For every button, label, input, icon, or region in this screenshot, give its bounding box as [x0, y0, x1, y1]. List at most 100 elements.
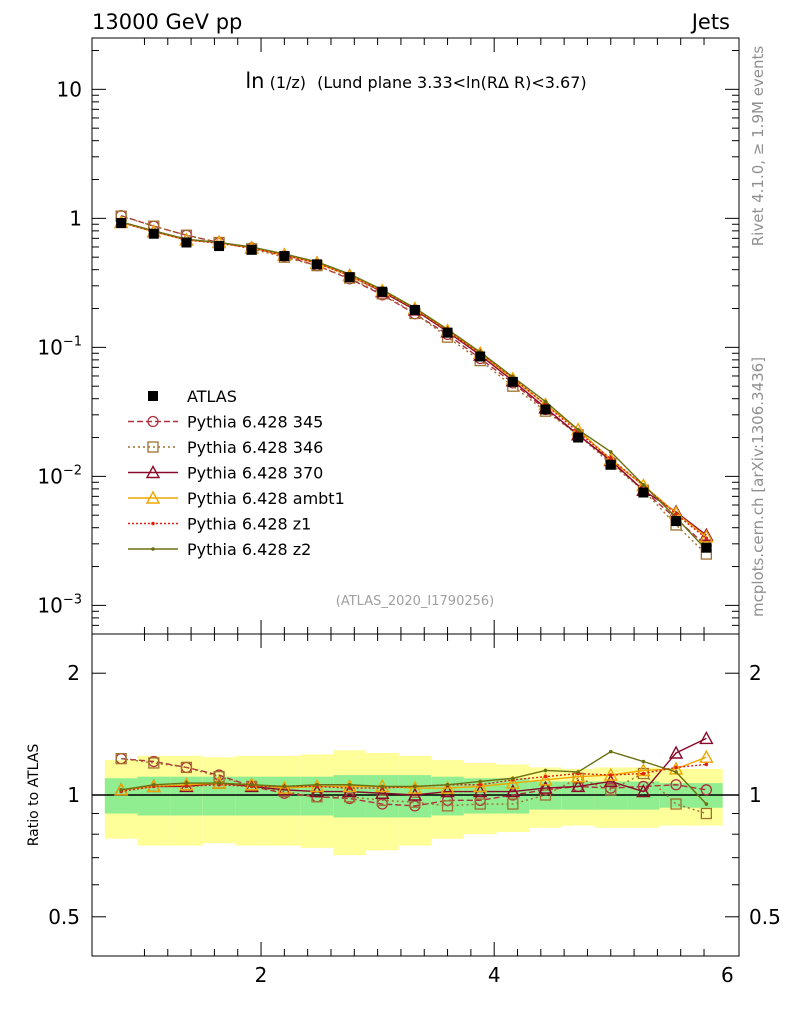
ratio-point [315, 782, 319, 787]
ratio-point [674, 770, 678, 774]
ratio-point [570, 778, 586, 793]
ratio-point [608, 749, 613, 754]
data-point [540, 404, 551, 415]
ratio-point [148, 757, 160, 769]
data-point [608, 450, 613, 454]
mcplots-label: mcplots.cern.ch [arXiv:1306.3436] [749, 357, 767, 617]
plot-title: ln (1/z) (Lund plane 3.33<ln(RΔ R)<3.67) [245, 69, 586, 93]
ratio-point [445, 782, 450, 787]
ratio-point [407, 780, 423, 794]
legend-entry: ATLAS [148, 387, 237, 406]
ratio-y-tick-label-right: 1 [749, 783, 762, 807]
data-point [674, 512, 678, 516]
legend-entry: Pythia 6.428 346 [128, 438, 323, 457]
ratio-point [608, 773, 613, 777]
legend-marker [145, 465, 161, 479]
ratio-point [409, 796, 421, 808]
legend-marker [151, 547, 155, 551]
legend-marker [147, 441, 159, 453]
ratio-point [641, 771, 646, 776]
ratio-y-axis-label: Ratio to ATLAS [26, 744, 42, 847]
data-point [704, 536, 709, 541]
ratio-point [473, 778, 488, 793]
ratio-point [603, 774, 618, 788]
ratio-point [543, 774, 548, 779]
data-point [608, 456, 613, 461]
ratio-bands [104, 750, 723, 856]
ratio-y-tick-label-right: 2 [749, 661, 762, 685]
main-axis-ticks [92, 38, 739, 635]
ratio-point [576, 770, 580, 774]
data-point [214, 241, 225, 252]
legend-label: Pythia 6.428 370 [187, 464, 323, 483]
ratio-point [249, 782, 254, 787]
ratio-point [605, 784, 617, 796]
ratio-point [440, 780, 455, 794]
data-point [246, 244, 257, 255]
data-point [148, 228, 159, 239]
title-subscript: (1/z) [270, 73, 306, 92]
legend-entry: Pythia 6.428 370 [128, 464, 323, 483]
data-point [543, 399, 548, 404]
ratio-y-tick-label: 2 [67, 661, 80, 685]
ratio-point [441, 800, 454, 812]
ratio-point [670, 798, 682, 810]
ratio-point [179, 777, 194, 791]
ratio-point [507, 798, 519, 810]
main-y-tick-labels: 10 1 10−1 10−2 10−3 [37, 77, 82, 617]
ratio-point [699, 730, 714, 745]
legend-entry: Pythia 6.428 345 [128, 413, 323, 432]
ratio-point [380, 784, 385, 789]
legend-label: ATLAS [187, 387, 237, 406]
data-point [475, 351, 486, 362]
legend-entry: Pythia 6.428 z1 [128, 515, 311, 534]
main-y-tick-label: 10−1 [37, 334, 82, 359]
x-tick-label: 4 [488, 963, 501, 987]
legend-marker [145, 490, 161, 504]
ratio-point [180, 761, 193, 774]
ratio-point [478, 779, 483, 784]
process-label: Jets [690, 10, 730, 34]
ratio-point [277, 782, 292, 796]
data-point [181, 237, 192, 248]
ratio-point [282, 784, 287, 789]
ratio-band-inner [137, 776, 171, 816]
analysis-id: (ATLAS_2020_I1790256) [336, 594, 494, 609]
ratio-point [407, 787, 423, 801]
ratio-point [474, 798, 486, 810]
ratio-point [184, 784, 189, 789]
main-series-group [113, 209, 714, 560]
ratio-point [478, 782, 483, 787]
data-point [377, 286, 388, 297]
ratio-point [674, 765, 678, 770]
data-point [576, 427, 580, 432]
ratio-point [505, 775, 521, 789]
ratio-series-group [113, 730, 714, 820]
legend-entry: Pythia 6.428 ambt1 [128, 489, 345, 508]
title-prefix: ln [245, 69, 264, 93]
ratio-point [376, 794, 388, 807]
ratio-point [636, 784, 651, 798]
legend-label: Pythia 6.428 346 [187, 438, 323, 457]
ratio-series-pythia-6-428-z2 [119, 749, 709, 806]
legend-label: Pythia 6.428 345 [187, 413, 323, 432]
main-y-tick-label: 10−2 [37, 463, 82, 488]
ratio-line [121, 757, 707, 807]
ratio-axis-ticks [92, 634, 739, 957]
ratio-point [543, 768, 548, 773]
ratio-point [347, 782, 352, 787]
ratio-series-pythia-6-428-346 [115, 752, 713, 820]
data-point [573, 432, 584, 443]
ratio-point [511, 776, 515, 781]
legend-marker [147, 415, 159, 428]
data-point [311, 259, 322, 270]
main-y-tick-label: 10−3 [37, 592, 82, 617]
ratio-line [121, 757, 707, 815]
main-y-tick-label: 10 [57, 77, 82, 101]
data-point [279, 251, 290, 262]
ratio-y-tick-label: 0.5 [48, 905, 80, 929]
ratio-point [413, 784, 417, 789]
ratio-point [217, 781, 221, 785]
legend-label: Pythia 6.428 z1 [187, 515, 311, 534]
